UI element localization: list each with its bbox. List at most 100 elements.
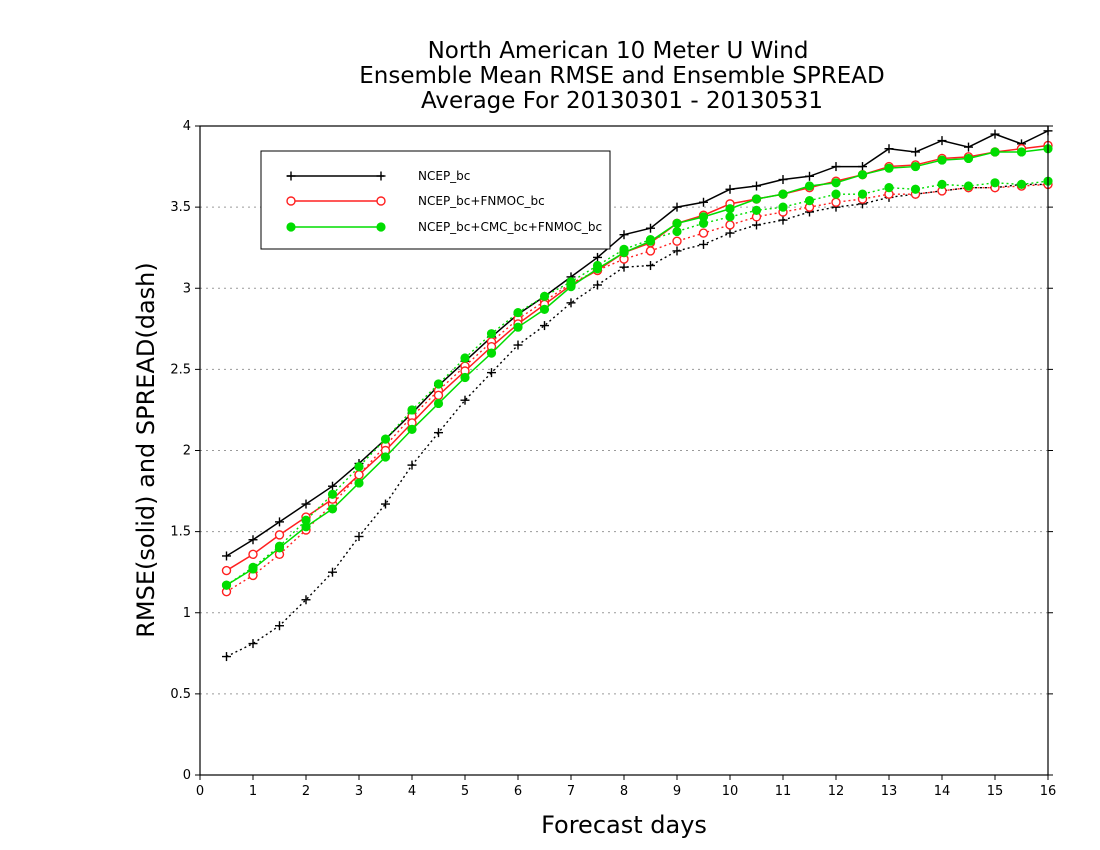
- y-tick-label: 3.5: [170, 200, 191, 215]
- y-tick-label: 2: [183, 444, 191, 459]
- rmse-point: [672, 202, 682, 212]
- x-tick-label: 9: [673, 784, 681, 799]
- legend-marker: [286, 196, 296, 206]
- spread-point: [831, 197, 841, 207]
- spread-point: [646, 261, 655, 271]
- rmse-point: [407, 424, 417, 435]
- y-tick-label: 0.5: [170, 687, 191, 702]
- spread-point: [354, 531, 364, 541]
- spread-point: [778, 215, 788, 225]
- rmse-point: [592, 264, 603, 274]
- rmse-point: [990, 129, 1000, 139]
- rmse-point: [910, 161, 921, 172]
- legend-marker: [286, 222, 296, 232]
- spread-point: [301, 595, 311, 605]
- y-tick-label: 2.5: [170, 362, 191, 377]
- rmse-point: [645, 236, 656, 246]
- x-tick-label: 0: [196, 784, 204, 799]
- rmse-point: [593, 252, 602, 262]
- spread-point: [460, 395, 470, 405]
- legend-item-3: NCEP_bc+CMC_bc+FNMOC_bc: [286, 220, 602, 234]
- legend: NCEP_bc NCEP_bc+FNMOC_bc NCEP_bc+CMC_bc+FN…: [260, 150, 611, 250]
- title-line-2: Ensemble Mean RMSE and Ensemble SPREAD: [359, 63, 884, 89]
- spread-point: [645, 246, 656, 256]
- spread-point: [699, 239, 708, 249]
- rmse-point: [539, 304, 550, 314]
- rmse-point: [328, 481, 337, 491]
- rmse-point: [248, 535, 258, 545]
- spread-point: [460, 353, 470, 363]
- spread-point: [380, 434, 391, 444]
- spread-point: [513, 307, 523, 318]
- rmse-point: [672, 218, 682, 228]
- spread-point: [593, 280, 602, 290]
- legend-item-1: NCEP_bc: [286, 169, 470, 183]
- rmse-point: [857, 170, 868, 180]
- rmse-point: [275, 517, 284, 527]
- legend-marker: [376, 171, 386, 181]
- spread-point: [884, 183, 894, 193]
- x-axis-title: Forecast days: [541, 811, 707, 839]
- rmse-point: [752, 181, 761, 191]
- rmse-point: [884, 144, 894, 154]
- rmse-point: [937, 155, 947, 165]
- x-tick-label: 13: [881, 784, 898, 799]
- rmse-point: [619, 230, 629, 240]
- legend-marker: [376, 222, 386, 232]
- rmse-point: [327, 504, 338, 514]
- legend-marker: [286, 171, 296, 181]
- rmse-point: [884, 163, 894, 173]
- spread-point: [222, 652, 231, 662]
- spread-point: [328, 567, 337, 577]
- rmse-point: [805, 171, 814, 181]
- spread-point: [672, 236, 682, 246]
- spread-point: [804, 196, 815, 206]
- spread-point: [275, 621, 284, 631]
- rmse-point: [646, 223, 655, 233]
- x-tick-label: 4: [408, 784, 416, 799]
- y-axis-title: RMSE(solid) and SPREAD(dash): [132, 262, 160, 638]
- spread-point: [990, 178, 1000, 188]
- rmse-point: [513, 322, 523, 332]
- x-tick-label: 16: [1040, 784, 1057, 799]
- spread-point: [566, 298, 576, 308]
- rmse-point: [248, 564, 258, 574]
- title-line-3: Average For 20130301 - 20130531: [421, 88, 823, 114]
- grid: [200, 206, 1048, 695]
- rmse-point: [354, 478, 364, 488]
- spread-point: [381, 499, 390, 509]
- legend-label: NCEP_bc: [418, 169, 470, 183]
- spread-point: [486, 329, 497, 339]
- spread-point: [248, 639, 258, 649]
- rmse-point: [566, 282, 576, 292]
- rmse-point: [831, 178, 841, 188]
- rmse-point: [274, 530, 285, 540]
- spread-point: [778, 202, 788, 212]
- rmse-point: [725, 184, 735, 194]
- spread-point: [433, 379, 444, 389]
- title-line-1: North American 10 Meter U Wind: [428, 38, 809, 64]
- y-tick-label: 1.5: [170, 525, 191, 540]
- rmse-point: [221, 580, 232, 590]
- rmse-point: [619, 247, 629, 258]
- legend-box: [260, 150, 611, 250]
- rmse-point: [964, 142, 973, 152]
- rmse-point: [248, 549, 258, 560]
- x-tick-label: 6: [514, 784, 522, 799]
- spread-point: [672, 246, 682, 256]
- rmse-point: [1016, 147, 1027, 157]
- spread-point: [513, 340, 523, 350]
- spread-point: [937, 179, 947, 190]
- series-layer: [221, 126, 1053, 662]
- legend-label: NCEP_bc+CMC_bc+FNMOC_bc: [418, 220, 602, 234]
- x-tick-label: 8: [620, 784, 628, 799]
- spread-point: [434, 428, 443, 438]
- spread-point: [540, 321, 549, 331]
- rmse-point: [433, 390, 444, 401]
- rmse-point: [354, 470, 364, 480]
- x-tick-label: 11: [775, 784, 792, 799]
- rmse-point: [222, 551, 231, 561]
- x-tick-label: 15: [987, 784, 1004, 799]
- rmse-point: [486, 348, 497, 358]
